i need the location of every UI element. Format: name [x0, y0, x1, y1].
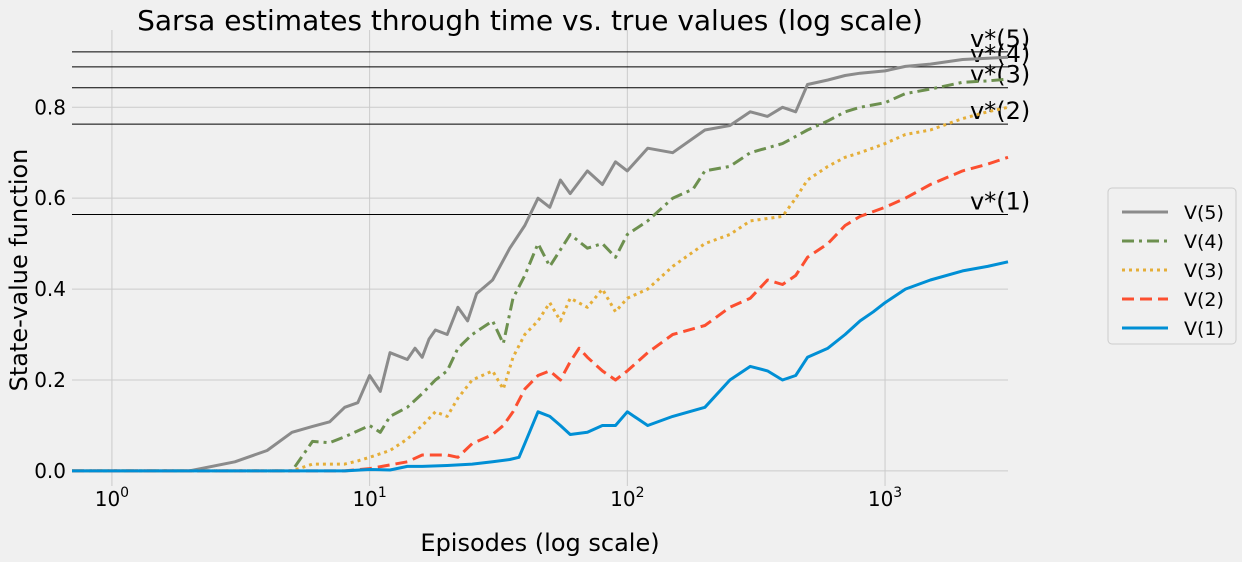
- x-tick-base: 10: [352, 487, 377, 511]
- series-line: [72, 260, 1009, 473]
- y-tick-label: 0.8: [34, 95, 66, 119]
- y-tick-label: 0.6: [34, 186, 66, 210]
- x-tick-exponent: 3: [893, 485, 902, 501]
- x-tick-exponent: 0: [120, 485, 129, 501]
- series-line: [72, 155, 1009, 473]
- x-tick-label: 100: [95, 485, 129, 511]
- series-lines: [72, 55, 1009, 473]
- reference-label: v*(4): [970, 40, 1030, 68]
- x-tick-labels: 100 101 102 103: [95, 485, 902, 511]
- y-axis-label: State-value function: [5, 149, 33, 392]
- legend: V(5) V(4) V(3) V(2) V(1): [1107, 187, 1237, 345]
- x-tick-exponent: 1: [378, 485, 387, 501]
- y-tick-labels: 0.0 0.2 0.4 0.6 0.8: [34, 95, 66, 483]
- legend-label: V(5): [1184, 202, 1224, 224]
- x-axis-label: Episodes (log scale): [420, 529, 659, 557]
- x-tick-label: 103: [868, 485, 902, 511]
- series-line: [72, 77, 1009, 473]
- legend-label: V(4): [1184, 231, 1224, 253]
- x-tick-base: 10: [95, 487, 120, 511]
- x-tick-base: 10: [610, 487, 635, 511]
- series-line: [72, 55, 1009, 473]
- legend-box: [1107, 187, 1237, 345]
- legend-label: V(3): [1184, 260, 1224, 282]
- reference-label: v*(1): [970, 188, 1030, 216]
- reference-label: v*(2): [970, 97, 1030, 125]
- legend-label: V(1): [1184, 318, 1224, 340]
- x-tick-label: 101: [352, 485, 386, 511]
- series-line: [72, 105, 1009, 473]
- legend-label: V(2): [1184, 289, 1224, 311]
- reference-lines: v*(5)v*(4)v*(3) v*(2) v*(1): [72, 25, 1030, 216]
- y-tick-label: 0.0: [34, 459, 66, 483]
- y-tick-label: 0.2: [34, 368, 66, 392]
- x-tick-label: 102: [610, 485, 644, 511]
- chart-title: Sarsa estimates through time vs. true va…: [137, 4, 923, 37]
- reference-label: v*(3): [970, 61, 1030, 89]
- x-tick-exponent: 2: [636, 485, 645, 501]
- y-tick-label: 0.4: [34, 277, 66, 301]
- reference-label: v*(5): [970, 25, 1030, 53]
- x-tick-base: 10: [868, 487, 893, 511]
